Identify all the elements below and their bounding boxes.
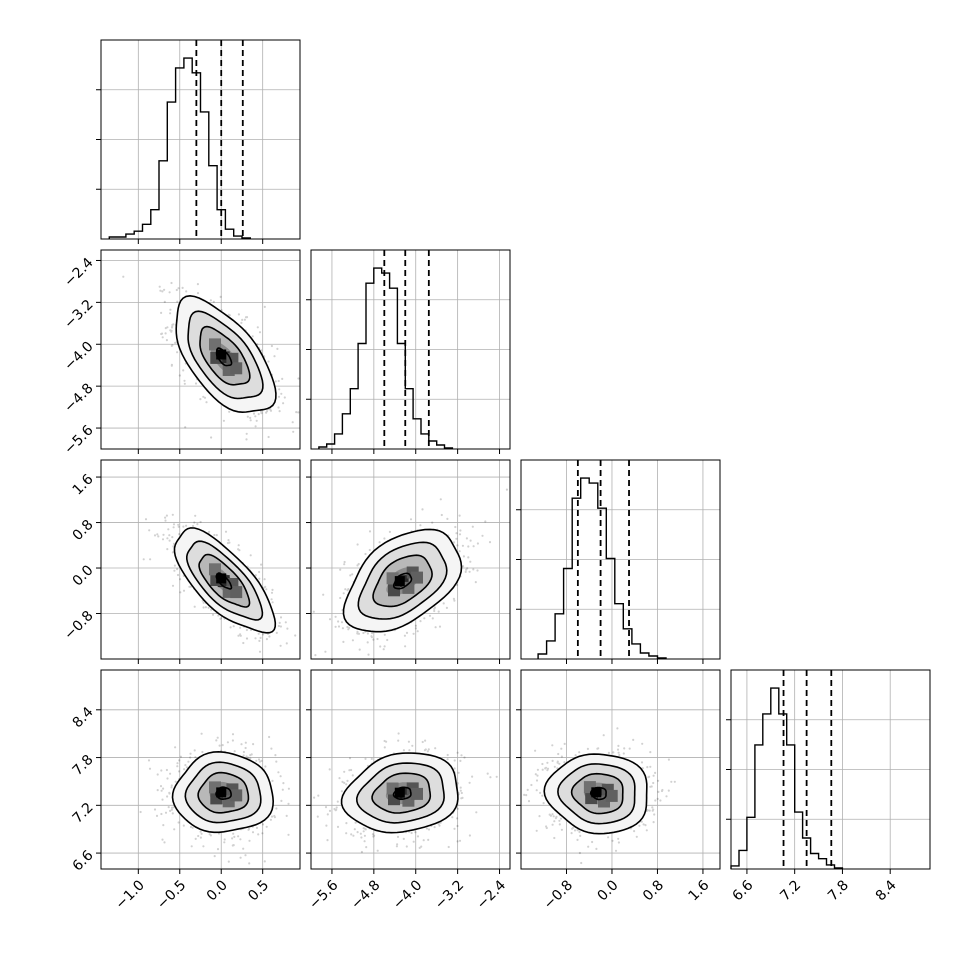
histogram-axes-frame bbox=[310, 249, 511, 450]
x-tick-label: 0.5 bbox=[245, 877, 272, 904]
panel-axes-frame bbox=[520, 669, 721, 870]
density-contour bbox=[199, 325, 251, 386]
pair-panel-1-2 bbox=[306, 459, 511, 664]
x-tick-label: −4.8 bbox=[348, 877, 383, 912]
density-contour bbox=[557, 763, 636, 825]
x-tick-label: −0.8 bbox=[541, 877, 576, 912]
density-contour bbox=[186, 540, 264, 621]
x-tick-label: 1.6 bbox=[685, 877, 712, 904]
y-tick-label: 0.0 bbox=[70, 562, 97, 589]
density-cell bbox=[230, 362, 243, 375]
x-tick-label: 6.6 bbox=[729, 877, 756, 904]
density-contour bbox=[173, 527, 277, 634]
x-tick-label: 7.2 bbox=[777, 877, 804, 904]
density-contour bbox=[392, 786, 412, 801]
panel-axes-frame bbox=[310, 669, 511, 870]
panel-axes-frame bbox=[310, 459, 511, 660]
density-contour bbox=[215, 572, 233, 590]
density-cell bbox=[411, 571, 423, 584]
density-contour bbox=[340, 752, 459, 834]
y-tick-label: 8.4 bbox=[70, 704, 97, 731]
x-tick-label: 0.0 bbox=[595, 877, 622, 904]
y-tick-label: −4.8 bbox=[61, 381, 96, 416]
histogram-axes-frame bbox=[100, 39, 301, 240]
y-tick-label: 0.8 bbox=[70, 517, 97, 544]
histogram-step bbox=[537, 477, 667, 659]
density-contour bbox=[570, 772, 624, 815]
x-tick-label: −3.2 bbox=[432, 877, 467, 912]
density-cell bbox=[209, 338, 221, 351]
x-tick-label: −4.0 bbox=[390, 877, 425, 912]
density-contour bbox=[393, 572, 413, 590]
density-contour bbox=[187, 310, 264, 400]
pair-panel-1-3 bbox=[306, 669, 511, 874]
x-tick-label: −5.6 bbox=[306, 877, 341, 912]
density-contour bbox=[371, 772, 432, 814]
density-contour bbox=[197, 771, 250, 814]
pair-panel-0-1 bbox=[96, 249, 301, 454]
y-tick-label: 1.6 bbox=[70, 471, 97, 498]
density-cell bbox=[605, 789, 618, 802]
density-cell bbox=[230, 789, 243, 802]
density-cell bbox=[388, 584, 400, 597]
x-tick-label: −2.4 bbox=[474, 877, 509, 912]
y-tick-label: 6.6 bbox=[70, 847, 97, 874]
density-contour bbox=[175, 294, 277, 414]
density-peak bbox=[216, 573, 227, 584]
density-contour bbox=[198, 553, 251, 608]
histogram-step bbox=[318, 267, 454, 449]
density-contour bbox=[342, 528, 463, 633]
density-contour bbox=[184, 761, 262, 824]
y-tick-label: −2.4 bbox=[61, 255, 96, 290]
density-cell bbox=[209, 563, 221, 576]
density-contour bbox=[215, 347, 233, 367]
density-contour bbox=[543, 753, 648, 835]
pair-panel-2-3 bbox=[516, 669, 721, 874]
pair-panel-0-2 bbox=[96, 459, 301, 664]
y-tick-label: 7.2 bbox=[70, 800, 97, 827]
histogram-step bbox=[730, 687, 844, 869]
y-tick-label: −0.8 bbox=[61, 608, 96, 643]
panel-axes-frame bbox=[100, 459, 301, 660]
x-tick-label: 7.8 bbox=[825, 877, 852, 904]
density-peak bbox=[216, 349, 227, 360]
density-cell bbox=[230, 586, 243, 599]
density-contour bbox=[355, 762, 445, 824]
histogram-axes-frame bbox=[520, 459, 721, 660]
density-peak bbox=[591, 787, 602, 798]
x-tick-label: −1.0 bbox=[113, 877, 148, 912]
density-peak bbox=[394, 787, 405, 798]
density-contour bbox=[357, 541, 448, 620]
x-tick-label: 0.0 bbox=[204, 877, 231, 904]
panel-axes-frame bbox=[100, 669, 301, 870]
panel-axes-frame bbox=[100, 249, 301, 450]
x-tick-label: −0.5 bbox=[154, 877, 189, 912]
density-cell bbox=[402, 581, 415, 594]
y-tick-label: −3.2 bbox=[61, 297, 96, 332]
density-cell bbox=[411, 787, 423, 800]
y-tick-label: −4.0 bbox=[61, 339, 96, 374]
histogram-axes-frame bbox=[730, 669, 931, 870]
density-contour bbox=[171, 750, 275, 834]
histogram-step bbox=[108, 57, 251, 239]
density-contour bbox=[589, 786, 607, 801]
x-tick-label: 8.4 bbox=[873, 877, 900, 904]
density-contour bbox=[215, 786, 232, 800]
x-tick-label: 0.8 bbox=[640, 877, 667, 904]
density-peak bbox=[394, 576, 405, 587]
density-contour bbox=[372, 554, 433, 608]
pair-panel-0-3 bbox=[96, 669, 301, 874]
y-tick-label: −5.6 bbox=[61, 422, 96, 457]
density-peak bbox=[216, 787, 227, 798]
y-tick-label: 7.8 bbox=[70, 752, 97, 779]
